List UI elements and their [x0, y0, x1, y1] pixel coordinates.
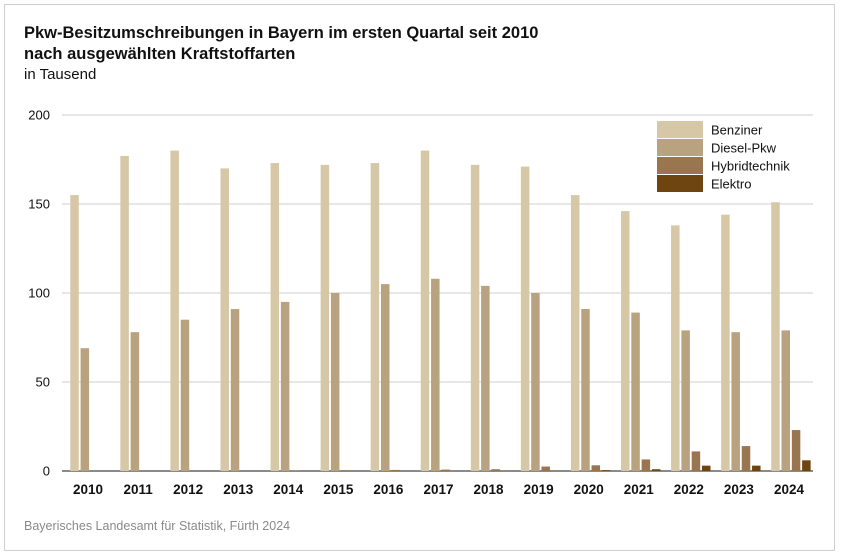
bar-diesel-pkw-2017: [431, 278, 440, 471]
bar-elektro-2023: [752, 465, 761, 471]
x-tick-label-2012: 2012: [173, 482, 203, 497]
chart-title-line1: Pkw-Besitzumschreibungen in Bayern im er…: [24, 24, 539, 42]
bar-diesel-pkw-2022: [681, 330, 690, 471]
bar-hybridtechnik-2019: [541, 466, 550, 471]
bar-benziner-2019: [520, 166, 530, 471]
bar-benziner-2011: [120, 155, 129, 471]
bar-diesel-pkw-2010: [80, 348, 90, 471]
chart-source: Bayerisches Landesamt für Statistik, Für…: [24, 519, 291, 533]
y-tick-label-0: 0: [43, 464, 50, 479]
bar-benziner-2022: [671, 225, 680, 471]
legend-swatch-elektro: [657, 175, 703, 192]
bar-hybridtechnik-2015: [341, 470, 350, 471]
bar-benziner-2021: [621, 211, 630, 471]
bar-benziner-2014: [270, 163, 280, 471]
bar-hybridtechnik-2016: [391, 469, 400, 471]
bar-diesel-pkw-2013: [230, 309, 240, 471]
bar-benziner-2024: [771, 202, 780, 471]
legend-label-hybridtechnik: Hybridtechnik: [711, 159, 790, 174]
bar-diesel-pkw-2015: [330, 293, 340, 471]
legend-swatch-diesel-pkw: [657, 139, 703, 156]
bar-diesel-pkw-2020: [581, 309, 590, 471]
bar-diesel-pkw-2024: [781, 330, 791, 471]
bar-diesel-pkw-2023: [731, 332, 740, 471]
y-tick-label-200: 200: [28, 108, 50, 123]
bar-benziner-2018: [470, 164, 480, 471]
x-tick-label-2011: 2011: [123, 482, 153, 497]
y-tick-label-50: 50: [36, 375, 50, 390]
bar-diesel-pkw-2012: [180, 319, 190, 471]
x-tick-label-2014: 2014: [273, 482, 304, 497]
y-tick-label-100: 100: [28, 286, 50, 301]
bar-hybridtechnik-2017: [441, 469, 450, 471]
bar-hybridtechnik-2022: [691, 451, 701, 471]
x-tick-label-2010: 2010: [73, 482, 103, 497]
bar-benziner-2010: [70, 195, 79, 471]
bar-diesel-pkw-2014: [280, 301, 290, 471]
bar-diesel-pkw-2018: [481, 285, 490, 471]
bar-benziner-2020: [570, 195, 580, 471]
x-tick-label-2022: 2022: [674, 482, 704, 497]
bar-hybridtechnik-2018: [491, 469, 500, 471]
bar-elektro-2024: [802, 460, 811, 471]
x-tick-label-2019: 2019: [524, 482, 554, 497]
x-tick-label-2023: 2023: [724, 482, 755, 497]
legend-label-elektro: Elektro: [711, 177, 751, 192]
bar-elektro-2019: [551, 470, 561, 471]
bar-diesel-pkw-2021: [631, 312, 640, 471]
x-tick-label-2021: 2021: [624, 482, 655, 497]
bar-hybridtechnik-2014: [291, 470, 300, 471]
bar-benziner-2015: [320, 164, 330, 471]
legend-swatch-benziner: [657, 121, 703, 138]
bar-hybridtechnik-2021: [641, 459, 651, 471]
y-tick-label-150: 150: [28, 197, 50, 212]
legend-label-diesel-pkw: Diesel-Pkw: [711, 141, 777, 156]
x-tick-label-2015: 2015: [323, 482, 354, 497]
bar-elektro-2020: [601, 470, 611, 471]
bar-benziner-2017: [420, 150, 430, 471]
bar-hybridtechnik-2023: [741, 446, 751, 471]
legend-label-benziner: Benziner: [711, 123, 763, 138]
bar-diesel-pkw-2011: [130, 332, 140, 471]
bar-benziner-2013: [220, 168, 229, 471]
bar-elektro-2021: [651, 469, 661, 471]
bar-benziner-2023: [721, 214, 730, 471]
x-tick-label-2020: 2020: [574, 482, 604, 497]
chart-title-line2: nach ausgewählten Kraftstoffarten: [24, 45, 296, 63]
bar-benziner-2012: [170, 150, 179, 471]
bar-hybridtechnik-2020: [591, 465, 601, 471]
x-tick-label-2013: 2013: [223, 482, 254, 497]
bar-benziner-2016: [370, 163, 380, 471]
x-tick-label-2018: 2018: [474, 482, 505, 497]
chart-unit: in Tausend: [24, 66, 97, 83]
bar-elektro-2022: [701, 465, 711, 471]
x-tick-label-2017: 2017: [423, 482, 453, 497]
bar-hybridtechnik-2024: [791, 430, 801, 471]
legend-swatch-hybridtechnik: [657, 157, 703, 174]
bar-diesel-pkw-2016: [380, 284, 390, 471]
bar-diesel-pkw-2019: [531, 293, 540, 471]
x-tick-label-2024: 2024: [774, 482, 805, 497]
chart-title: Pkw-Besitzumschreibungen in Bayern im er…: [24, 23, 538, 65]
x-tick-label-2016: 2016: [373, 482, 404, 497]
